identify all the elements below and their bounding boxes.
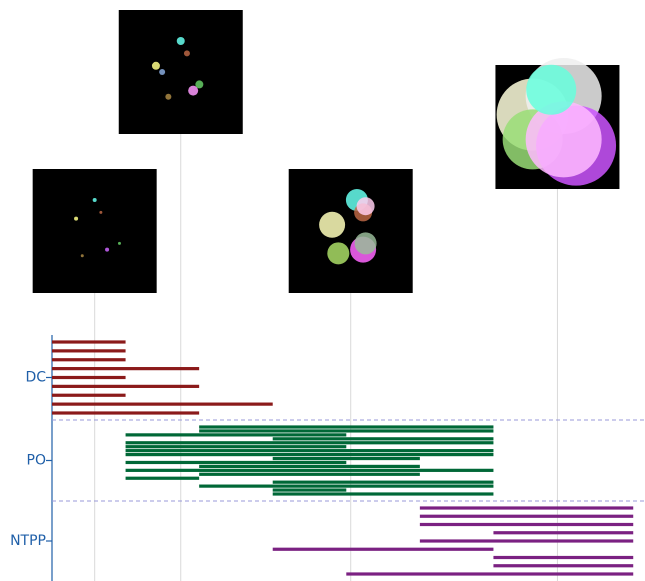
thumbnail <box>288 169 413 293</box>
blob <box>92 198 97 202</box>
blob <box>151 61 160 70</box>
interval-bar <box>125 468 494 472</box>
interval-bar <box>52 358 126 362</box>
interval-bar <box>52 340 126 344</box>
blob <box>80 254 84 258</box>
thumbnail <box>495 58 620 189</box>
blob <box>195 80 204 89</box>
thumbnail <box>32 169 157 293</box>
interval-bar <box>419 506 634 510</box>
interval-bar <box>125 476 200 480</box>
blob <box>105 247 110 252</box>
interval-bar <box>419 539 634 543</box>
interval-bar <box>52 384 200 388</box>
interval-bar <box>272 488 347 492</box>
interval-bar <box>272 547 494 551</box>
category-label: DC <box>25 370 46 386</box>
blob <box>99 210 103 214</box>
interval-bar <box>125 445 347 449</box>
blob <box>356 197 375 216</box>
blob <box>327 242 350 265</box>
thumbnail-bg <box>32 169 157 293</box>
blob <box>319 211 346 238</box>
interval-bar <box>125 460 347 465</box>
blob <box>525 101 602 178</box>
thumbnail-bg <box>288 169 413 293</box>
interval-bar <box>125 433 347 437</box>
interval-bar <box>52 411 200 415</box>
interval-bar <box>346 572 634 576</box>
blob <box>354 232 377 255</box>
blob <box>165 93 172 100</box>
interval-bar <box>199 429 494 433</box>
interval-bar <box>419 522 634 527</box>
blob <box>117 241 121 245</box>
interval-bar <box>272 492 494 496</box>
interval-bar <box>52 393 126 397</box>
interval-bar <box>125 452 494 457</box>
blob <box>176 37 185 45</box>
interval-bar <box>493 531 634 535</box>
interval-bar <box>199 484 494 488</box>
interval-bar <box>272 456 420 461</box>
thumbnail <box>118 10 243 134</box>
category-label: NTPP <box>10 533 46 549</box>
interval-bar <box>199 425 494 429</box>
interval-bar <box>52 349 126 353</box>
interval-bar <box>493 564 634 568</box>
interval-bar <box>52 367 200 371</box>
interval-bar <box>125 449 494 453</box>
interval-bar <box>52 402 273 406</box>
interval-bar <box>272 480 494 484</box>
interval-bar <box>52 375 126 380</box>
blob <box>159 69 166 75</box>
blob <box>183 50 190 57</box>
interval-bar <box>199 472 420 476</box>
blob <box>526 64 577 115</box>
blob <box>188 85 199 96</box>
interval-bar <box>199 464 420 469</box>
thumbnail-bg <box>118 10 243 134</box>
blob <box>74 216 79 221</box>
category-label: PO <box>27 453 46 469</box>
interval-bar <box>493 555 634 560</box>
interval-bar <box>272 437 494 441</box>
interval-bar <box>419 514 634 518</box>
interval-bar <box>125 441 494 445</box>
